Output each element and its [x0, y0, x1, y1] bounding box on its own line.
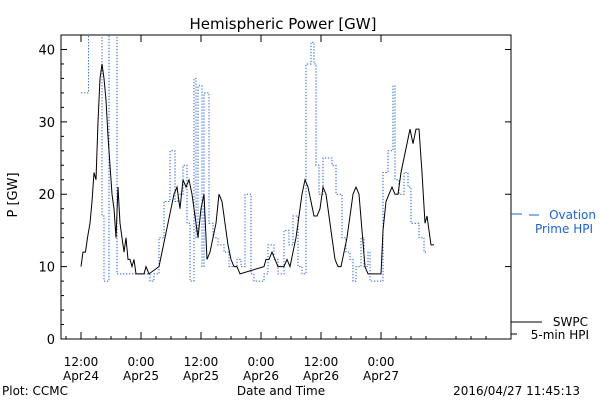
legend-label-swpc-2: 5-min HPI	[531, 328, 589, 342]
y-tick-label: 40	[38, 43, 55, 58]
x-tick-label-date: Apr26	[303, 369, 339, 383]
legend-label-ovation: Ovation	[549, 208, 596, 222]
y-tick-label: 20	[38, 188, 55, 203]
x-tick-label-time: 12:00	[304, 355, 339, 369]
plot-credit: Plot: CCMC	[2, 384, 68, 398]
x-tick-label-time: 12:00	[184, 355, 219, 369]
y-tick-label: 0	[47, 333, 55, 348]
legend-label-swpc: SWPC	[553, 315, 588, 329]
plot-frame	[60, 34, 512, 340]
x-tick-label-date: Apr27	[363, 369, 399, 383]
x-tick-label-date: Apr26	[243, 369, 279, 383]
x-tick-label-time: 0:00	[128, 355, 155, 369]
legend-label-ovation-2: Prime HPI	[535, 222, 593, 236]
x-tick-label-date: Apr25	[123, 369, 159, 383]
series-line-swpc	[80, 63, 434, 275]
x-axis: 12:00Apr240:00Apr2512:00Apr250:00Apr2612…	[63, 35, 487, 383]
x-tick-label-date: Apr24	[63, 369, 99, 383]
y-tick-label: 30	[38, 116, 55, 131]
y-axis: 0 10 20 30 40	[38, 43, 511, 348]
series-line-ovation	[81, 35, 426, 282]
x-tick-label-date: Apr25	[183, 369, 219, 383]
x-tick-label-time: 0:00	[368, 355, 395, 369]
y-tick-label: 10	[38, 261, 55, 276]
y-axis-label: P [GW]	[6, 172, 21, 217]
x-tick-label-time: 12:00	[64, 355, 99, 369]
x-tick-label-time: 0:00	[248, 355, 275, 369]
plot-area	[80, 35, 434, 282]
chart-title: Hemispheric Power [GW]	[190, 15, 377, 33]
x-axis-label: Date and Time	[237, 384, 325, 398]
plot-timestamp: 2016/04/27 11:45:13	[453, 384, 580, 398]
